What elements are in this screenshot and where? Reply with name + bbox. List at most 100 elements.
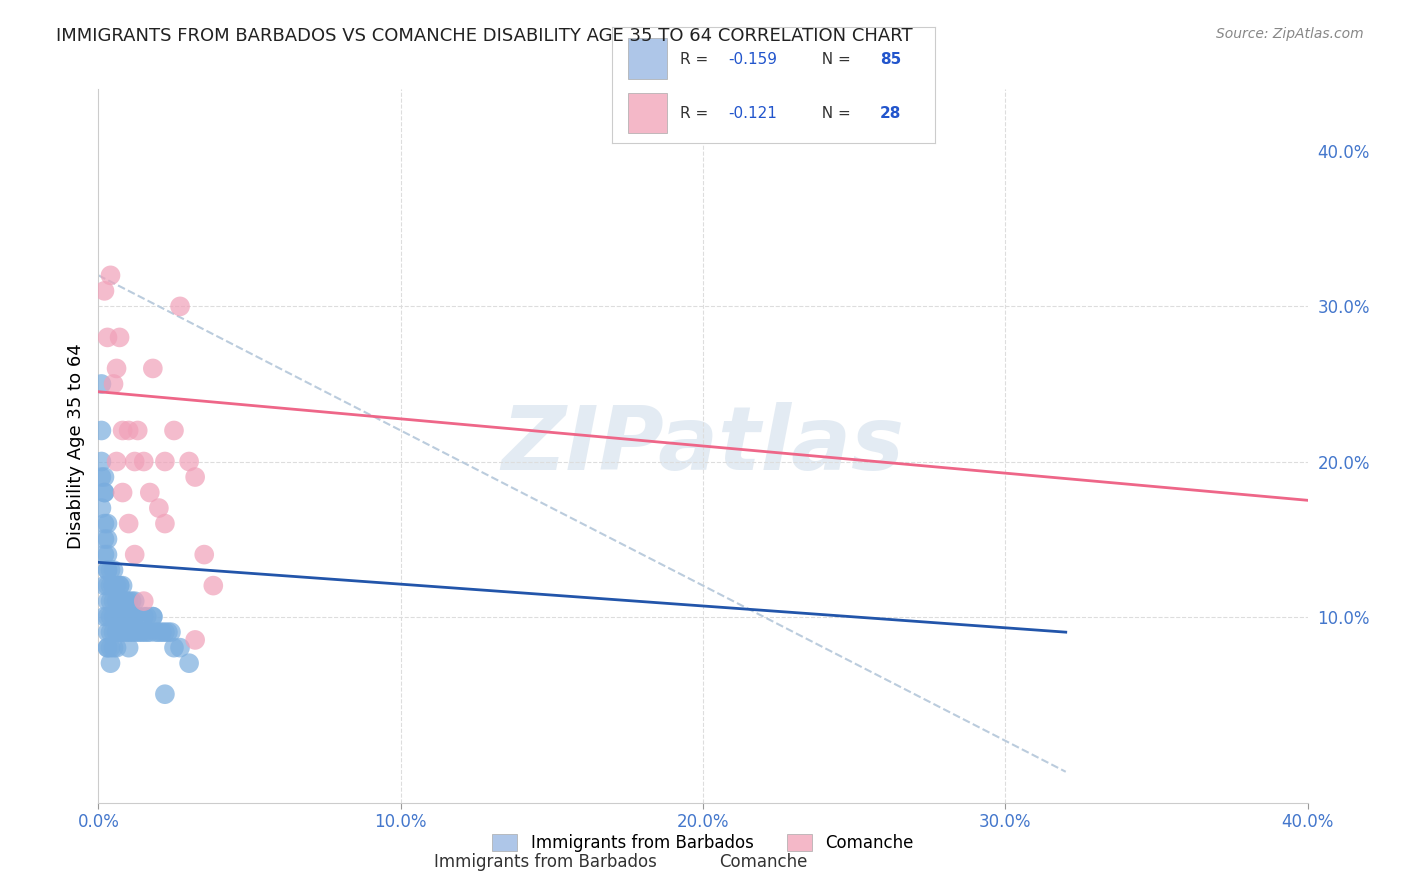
Point [93, 284, 115, 298]
Point [114, 594, 136, 608]
Point [105, 625, 128, 640]
Point [179, 454, 201, 468]
Point [100, 268, 122, 283]
Point [100, 609, 122, 624]
Text: IMMIGRANTS FROM BARBADOS VS COMANCHE DISABILITY AGE 35 TO 64 CORRELATION CHART: IMMIGRANTS FROM BARBADOS VS COMANCHE DIS… [56, 27, 912, 45]
Point [124, 609, 146, 624]
Point [103, 579, 125, 593]
Point [96, 516, 118, 531]
Point [132, 454, 155, 468]
Point [142, 361, 165, 376]
Point [96, 640, 118, 655]
Point [100, 594, 122, 608]
Point [160, 625, 183, 640]
Point [108, 579, 131, 593]
Text: -0.159: -0.159 [728, 52, 778, 67]
Point [111, 625, 134, 640]
Point [90, 470, 112, 484]
Point [153, 687, 176, 701]
Point [103, 376, 125, 391]
Point [111, 609, 134, 624]
Text: Comanche: Comanche [720, 853, 807, 871]
Point [132, 625, 155, 640]
Point [105, 609, 128, 624]
Point [127, 609, 149, 624]
Point [103, 625, 125, 640]
Point [153, 454, 176, 468]
Text: ZIPatlas: ZIPatlas [502, 402, 904, 490]
Legend: Immigrants from Barbados, Comanche: Immigrants from Barbados, Comanche [485, 827, 921, 859]
Point [202, 579, 225, 593]
Text: 85: 85 [880, 52, 901, 67]
Point [96, 625, 118, 640]
Point [121, 594, 143, 608]
Text: 28: 28 [880, 106, 901, 121]
Point [124, 548, 146, 562]
Point [163, 424, 186, 438]
Point [184, 632, 207, 647]
Point [90, 454, 112, 468]
Point [93, 485, 115, 500]
Point [148, 625, 170, 640]
Point [163, 640, 186, 655]
Point [121, 609, 143, 624]
Text: -0.121: -0.121 [728, 106, 778, 121]
Point [105, 594, 128, 608]
Point [124, 625, 146, 640]
Point [139, 485, 162, 500]
Point [96, 609, 118, 624]
Text: R =: R = [679, 52, 713, 67]
Point [90, 501, 112, 516]
Point [118, 640, 141, 655]
Point [127, 625, 149, 640]
Point [96, 532, 118, 546]
Point [153, 625, 176, 640]
Point [108, 579, 131, 593]
Point [118, 609, 141, 624]
Bar [627, 93, 666, 134]
Point [169, 299, 191, 313]
Text: R =: R = [679, 106, 713, 121]
Text: N =: N = [813, 52, 856, 67]
Point [100, 640, 122, 655]
Point [96, 579, 118, 593]
Point [96, 640, 118, 655]
Point [105, 361, 128, 376]
Point [100, 656, 122, 670]
Point [111, 594, 134, 608]
Point [129, 625, 152, 640]
Point [145, 625, 167, 640]
Point [153, 516, 176, 531]
Point [114, 609, 136, 624]
Point [108, 609, 131, 624]
Point [108, 330, 131, 344]
Text: Source: ZipAtlas.com: Source: ZipAtlas.com [1216, 27, 1364, 41]
Point [118, 424, 141, 438]
Point [93, 548, 115, 562]
Point [105, 640, 128, 655]
Point [142, 609, 165, 624]
Point [90, 376, 112, 391]
Point [105, 454, 128, 468]
Point [96, 563, 118, 577]
Point [96, 548, 118, 562]
Point [169, 640, 191, 655]
Point [135, 625, 157, 640]
Point [103, 640, 125, 655]
Point [179, 656, 201, 670]
Point [132, 609, 155, 624]
Text: Immigrants from Barbados: Immigrants from Barbados [434, 853, 657, 871]
Point [103, 579, 125, 593]
Point [118, 625, 141, 640]
Point [100, 563, 122, 577]
Point [108, 594, 131, 608]
Y-axis label: Disability Age 35 to 64: Disability Age 35 to 64 [66, 343, 84, 549]
Point [132, 594, 155, 608]
Point [121, 625, 143, 640]
Point [114, 625, 136, 640]
Point [127, 424, 149, 438]
Point [93, 470, 115, 484]
Point [93, 532, 115, 546]
Point [93, 609, 115, 624]
Point [103, 563, 125, 577]
